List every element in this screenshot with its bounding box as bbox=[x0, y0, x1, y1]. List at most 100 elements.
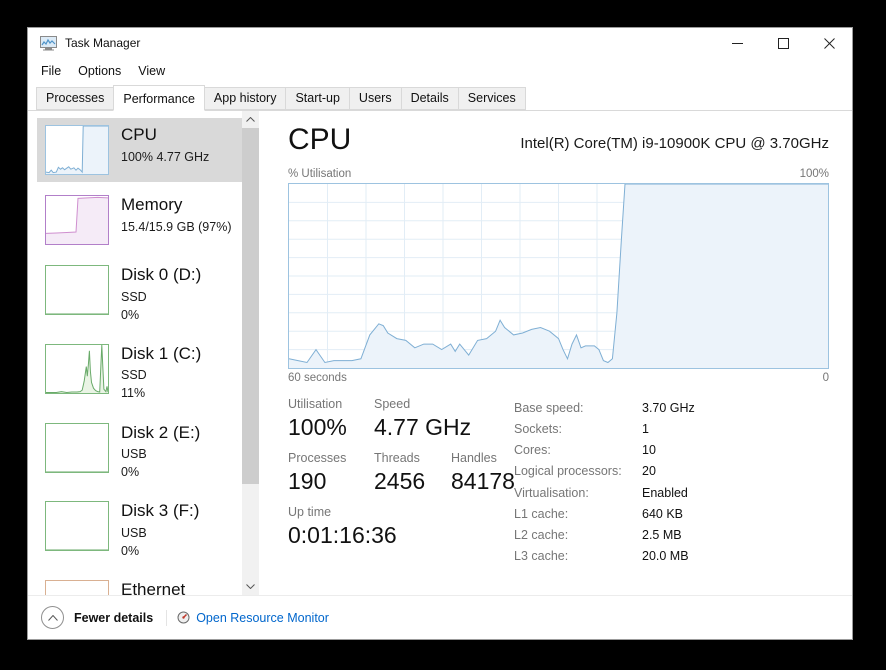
footer-divider bbox=[166, 609, 168, 626]
sidebar-item-text: Disk 3 (F:) USB 0% bbox=[121, 501, 199, 560]
scroll-down-icon[interactable] bbox=[242, 578, 259, 595]
menu-options[interactable]: Options bbox=[78, 64, 122, 78]
mini-chart-ethernet bbox=[45, 580, 109, 595]
sidebar-item-cpu[interactable]: CPU 100% 4.77 GHz bbox=[37, 118, 242, 182]
close-button[interactable] bbox=[806, 28, 852, 58]
mini-chart-disk-3-f bbox=[45, 501, 109, 552]
cpu-panel: CPU Intel(R) Core(TM) i9-10900K CPU @ 3.… bbox=[259, 111, 852, 595]
sidebar-item-subtitle: 0% bbox=[121, 465, 140, 480]
mini-chart-disk-2-e bbox=[45, 422, 109, 473]
sidebar-item-disk-2-e[interactable]: Disk 2 (E:) USB 0% bbox=[37, 416, 242, 489]
tab-users[interactable]: Users bbox=[348, 87, 402, 110]
sidebar-item-disk-1-c[interactable]: Disk 1 (C:) SSD 11% bbox=[37, 337, 242, 410]
detail-label: Logical processors: bbox=[514, 464, 622, 479]
tab-processes[interactable]: Processes bbox=[36, 87, 115, 110]
sidebar-item-title: Ethernet bbox=[121, 580, 186, 595]
x-axis-left-label: 60 seconds bbox=[288, 372, 347, 384]
stat-value: 4.77 GHz bbox=[374, 414, 472, 440]
tab-services[interactable]: Services bbox=[457, 87, 526, 110]
sidebar-item-disk-3-f[interactable]: Disk 3 (F:) USB 0% bbox=[37, 494, 242, 567]
detail-row-cores: Cores: 10 bbox=[514, 440, 829, 461]
sidebar-item-text: Disk 1 (C:) SSD 11% bbox=[121, 344, 201, 403]
detail-row-logical-processors: Logical processors: 20 bbox=[514, 461, 829, 482]
stat-label: Processes bbox=[288, 451, 347, 465]
detail-value: 20.0 MB bbox=[642, 548, 689, 563]
y-axis-max-label: 100% bbox=[799, 168, 829, 180]
stat-speed: Speed 4.77 GHz bbox=[374, 397, 483, 441]
sidebar-item-title: Disk 1 (C:) bbox=[121, 343, 202, 363]
stat-label: Utilisation bbox=[288, 397, 343, 411]
cpu-utilisation-chart[interactable] bbox=[288, 183, 829, 369]
detail-label: L3 cache: bbox=[514, 548, 569, 563]
fewer-details-button[interactable] bbox=[41, 606, 64, 629]
stat-threads: Threads 2456 bbox=[374, 451, 451, 495]
sidebar-item-subtitle: SSD bbox=[121, 289, 147, 304]
scroll-up-icon[interactable] bbox=[242, 111, 259, 128]
menu-bar: File Options View bbox=[28, 58, 852, 84]
detail-label: L2 cache: bbox=[514, 527, 569, 542]
stat-utilisation: Utilisation 100% bbox=[288, 397, 374, 441]
tab-performance[interactable]: Performance bbox=[113, 85, 205, 111]
minimize-button[interactable] bbox=[714, 28, 760, 58]
detail-row-l1-cache: L1 cache: 640 KB bbox=[514, 504, 829, 525]
window-controls bbox=[714, 28, 852, 58]
sidebar-item-subtitle: 15.4/15.9 GB (97%) bbox=[121, 219, 232, 234]
resource-monitor-icon bbox=[177, 611, 190, 624]
stat-processes: Processes 190 bbox=[288, 451, 374, 495]
sidebar-item-title: Disk 0 (D:) bbox=[121, 265, 202, 284]
cpu-live-stats: Utilisation 100% Speed 4.77 GHz Processes 190… bbox=[288, 397, 515, 567]
y-axis-label: % Utilisation bbox=[288, 168, 352, 180]
sidebar-item-text: Memory 15.4/15.9 GB (97%) bbox=[121, 195, 231, 236]
stat-label: Speed bbox=[374, 397, 411, 411]
menu-file[interactable]: File bbox=[41, 64, 62, 78]
chart-top-axis: % Utilisation 100% bbox=[288, 168, 829, 180]
tab-details[interactable]: Details bbox=[400, 87, 459, 110]
stat-label: Threads bbox=[374, 451, 420, 465]
detail-value: 3.70 GHz bbox=[642, 401, 695, 415]
sidebar-scrollbar[interactable] bbox=[242, 111, 259, 595]
titlebar[interactable]: Task Manager bbox=[28, 28, 852, 58]
sidebar-item-text: EthernetEthernet bbox=[121, 580, 185, 595]
maximize-icon bbox=[777, 37, 789, 49]
page-title: CPU bbox=[288, 123, 352, 156]
scrollbar-thumb[interactable] bbox=[242, 128, 259, 484]
stat-value: 0:01:16:36 bbox=[288, 522, 397, 548]
mini-chart-disk-0-d bbox=[45, 265, 109, 315]
sidebar-item-disk-0-d[interactable]: Disk 0 (D:) SSD 0% bbox=[37, 258, 242, 331]
performance-sidebar: CPU 100% 4.77 GHz Memory 15.4/15.9 GB (97%)… bbox=[37, 111, 242, 595]
detail-label: Virtualisation: bbox=[514, 485, 589, 500]
detail-value: 1 bbox=[642, 422, 649, 437]
stat-row: Utilisation 100% Speed 4.77 GHz bbox=[288, 397, 514, 441]
sidebar-item-text: Disk 0 (D:) SSD 0% bbox=[121, 265, 201, 324]
window-title: Task Manager bbox=[65, 36, 141, 50]
task-manager-app-icon bbox=[40, 35, 58, 51]
detail-row-virtualisation: Virtualisation: Enabled bbox=[514, 483, 829, 504]
task-manager-window: Task Manager File Options View Processes Pe… bbox=[27, 27, 853, 640]
detail-row-base-speed: Base speed: 3.70 GHz bbox=[514, 398, 829, 419]
stat-value: 190 bbox=[288, 468, 327, 494]
cpu-panel-header: CPU Intel(R) Core(TM) i9-10900K CPU @ 3.… bbox=[288, 125, 829, 155]
sidebar-item-subtitle: 0% bbox=[121, 544, 140, 559]
sidebar-item-title: Disk 3 (F:) bbox=[121, 501, 200, 521]
menu-view[interactable]: View bbox=[138, 64, 166, 78]
detail-label: Base speed: bbox=[514, 401, 584, 415]
sidebar-item-subtitle: 11% bbox=[121, 386, 146, 401]
sidebar-item-title: Disk 2 (E:) bbox=[121, 422, 201, 442]
sidebar-item-memory[interactable]: Memory 15.4/15.9 GB (97%) bbox=[37, 188, 242, 252]
fewer-details-label[interactable]: Fewer details bbox=[74, 610, 154, 625]
maximize-button[interactable] bbox=[760, 28, 806, 58]
open-resource-monitor-link[interactable]: Open Resource Monitor bbox=[196, 610, 329, 625]
cpu-stats: Utilisation 100% Speed 4.77 GHz Processes 190… bbox=[288, 397, 829, 567]
tab-start-up[interactable]: Start-up bbox=[285, 87, 350, 110]
tab-app-history[interactable]: App history bbox=[203, 87, 287, 110]
chart-bottom-axis: 60 seconds 0 bbox=[288, 372, 829, 384]
mini-chart-cpu bbox=[45, 125, 109, 175]
cpu-static-details: Base speed: 3.70 GHz Sockets: 1 Cores: 10 Logi… bbox=[514, 397, 829, 567]
sidebar-item-subtitle: SSD bbox=[121, 368, 147, 383]
stat-handles: Handles 84178 bbox=[451, 451, 528, 495]
detail-row-l2-cache: L2 cache: 2.5 MB bbox=[514, 525, 829, 546]
sidebar-item-ethernet[interactable]: EthernetEthernet bbox=[37, 573, 242, 595]
detail-value: 20 bbox=[642, 464, 656, 479]
detail-label: L1 cache: bbox=[514, 506, 569, 521]
